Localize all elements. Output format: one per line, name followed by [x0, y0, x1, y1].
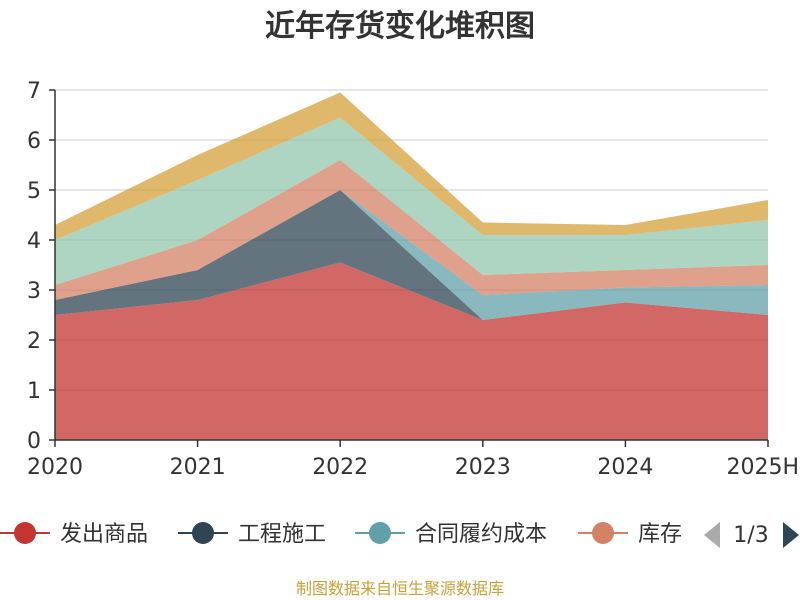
x-tick-label: 2020	[27, 455, 83, 480]
legend-item[interactable]: 库存	[578, 522, 682, 547]
area-series-发出商品	[55, 262, 768, 440]
legend: 发出商品 工程施工 合同履约成本 库存	[0, 522, 682, 547]
legend-page-indicator: 1/3	[733, 523, 768, 548]
y-tick-label: 4	[27, 229, 41, 254]
legend-label: 库存	[638, 522, 682, 547]
y-tick-label: 7	[27, 79, 41, 104]
legend-next-arrow-icon[interactable]	[783, 522, 799, 548]
x-tick-label: 2025H	[726, 455, 799, 480]
area-series-库存	[55, 160, 768, 300]
legend-circle-swatch	[192, 522, 214, 544]
legend-circle-swatch	[592, 522, 614, 544]
x-tick-label: 2021	[170, 455, 226, 480]
y-tick-label: 6	[27, 129, 41, 154]
area-series	[55, 92, 768, 440]
legend-item[interactable]: 工程施工	[178, 522, 326, 547]
x-tick-label: 2022	[312, 455, 368, 480]
data-source-note: 制图数据来自恒生聚源数据库	[296, 579, 504, 598]
x-tick-label: 2024	[597, 455, 653, 480]
chart-title: 近年存货变化堆积图	[265, 9, 535, 44]
legend-prev-arrow-icon[interactable]	[704, 522, 720, 548]
y-tick-label: 5	[27, 179, 41, 204]
legend-label: 工程施工	[238, 522, 326, 547]
y-tick-label: 0	[27, 429, 41, 454]
legend-circle-swatch	[369, 522, 391, 544]
area-series-unlabeled	[55, 117, 768, 285]
area-series-合同履约成本	[55, 190, 768, 320]
y-tick-label: 3	[27, 279, 41, 304]
legend-circle-swatch	[14, 522, 36, 544]
axes: 0 1 2 3 4 5 6 7 2020 2021 2022 2023 2024 2025H	[27, 79, 799, 480]
legend-item[interactable]: 合同履约成本	[355, 522, 547, 547]
legend-label: 合同履约成本	[415, 522, 547, 547]
x-tick-label: 2023	[455, 455, 511, 480]
y-tick-label: 1	[27, 379, 41, 404]
legend-pager: 1/3	[704, 522, 799, 548]
legend-item[interactable]: 发出商品	[0, 522, 148, 547]
area-series-unlabeled	[55, 92, 768, 240]
legend-label: 发出商品	[60, 522, 148, 547]
y-tick-label: 2	[27, 329, 41, 354]
